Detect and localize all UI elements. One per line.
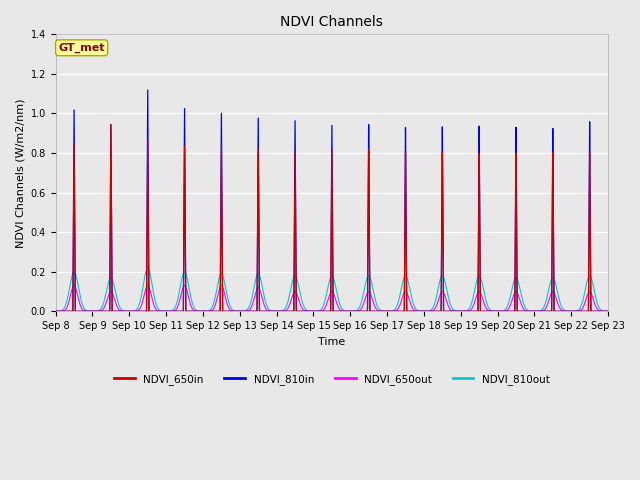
Title: NDVI Channels: NDVI Channels [280, 15, 383, 29]
X-axis label: Time: Time [318, 336, 346, 347]
Y-axis label: NDVI Channels (W/m2/nm): NDVI Channels (W/m2/nm) [15, 98, 25, 248]
Legend: NDVI_650in, NDVI_810in, NDVI_650out, NDVI_810out: NDVI_650in, NDVI_810in, NDVI_650out, NDV… [110, 370, 554, 389]
Text: GT_met: GT_met [58, 43, 105, 53]
